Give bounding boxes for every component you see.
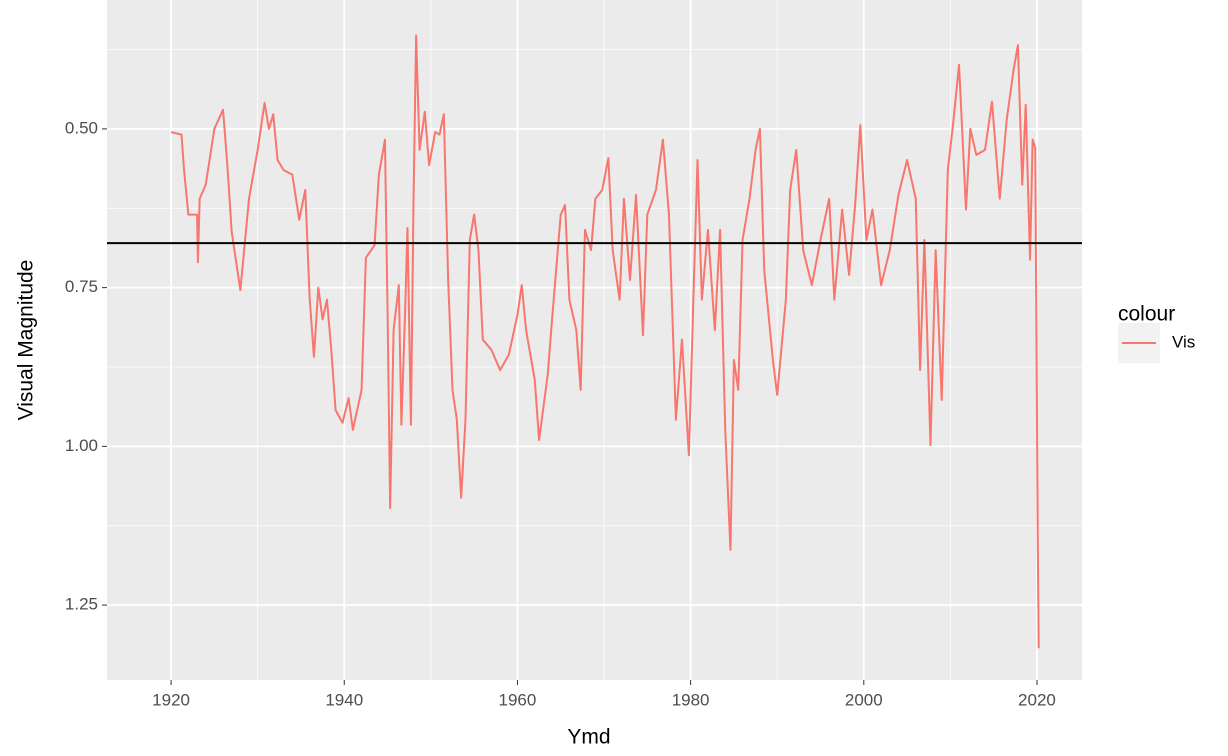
y-tick-label: 1.25 bbox=[65, 595, 98, 614]
x-axis-title: Ymd bbox=[567, 726, 610, 749]
x-tick-label: 1920 bbox=[152, 690, 190, 709]
y-tick-label: 0.50 bbox=[65, 118, 98, 137]
x-tick-label: 1940 bbox=[325, 690, 363, 709]
y-tick-label: 0.75 bbox=[65, 277, 98, 296]
legend-title: colour bbox=[1118, 303, 1175, 326]
panel bbox=[107, 0, 1082, 680]
y-axis-title: Visual Magnitude bbox=[15, 260, 38, 421]
x-tick-label: 2000 bbox=[845, 690, 883, 709]
y-tick-label: 1.00 bbox=[65, 436, 98, 455]
x-tick-label: 2020 bbox=[1018, 690, 1056, 709]
x-tick-label: 1980 bbox=[672, 690, 710, 709]
data-line bbox=[170, 34, 1040, 649]
legend-label: Vis bbox=[1172, 332, 1195, 351]
x-tick-label: 1960 bbox=[499, 690, 537, 709]
